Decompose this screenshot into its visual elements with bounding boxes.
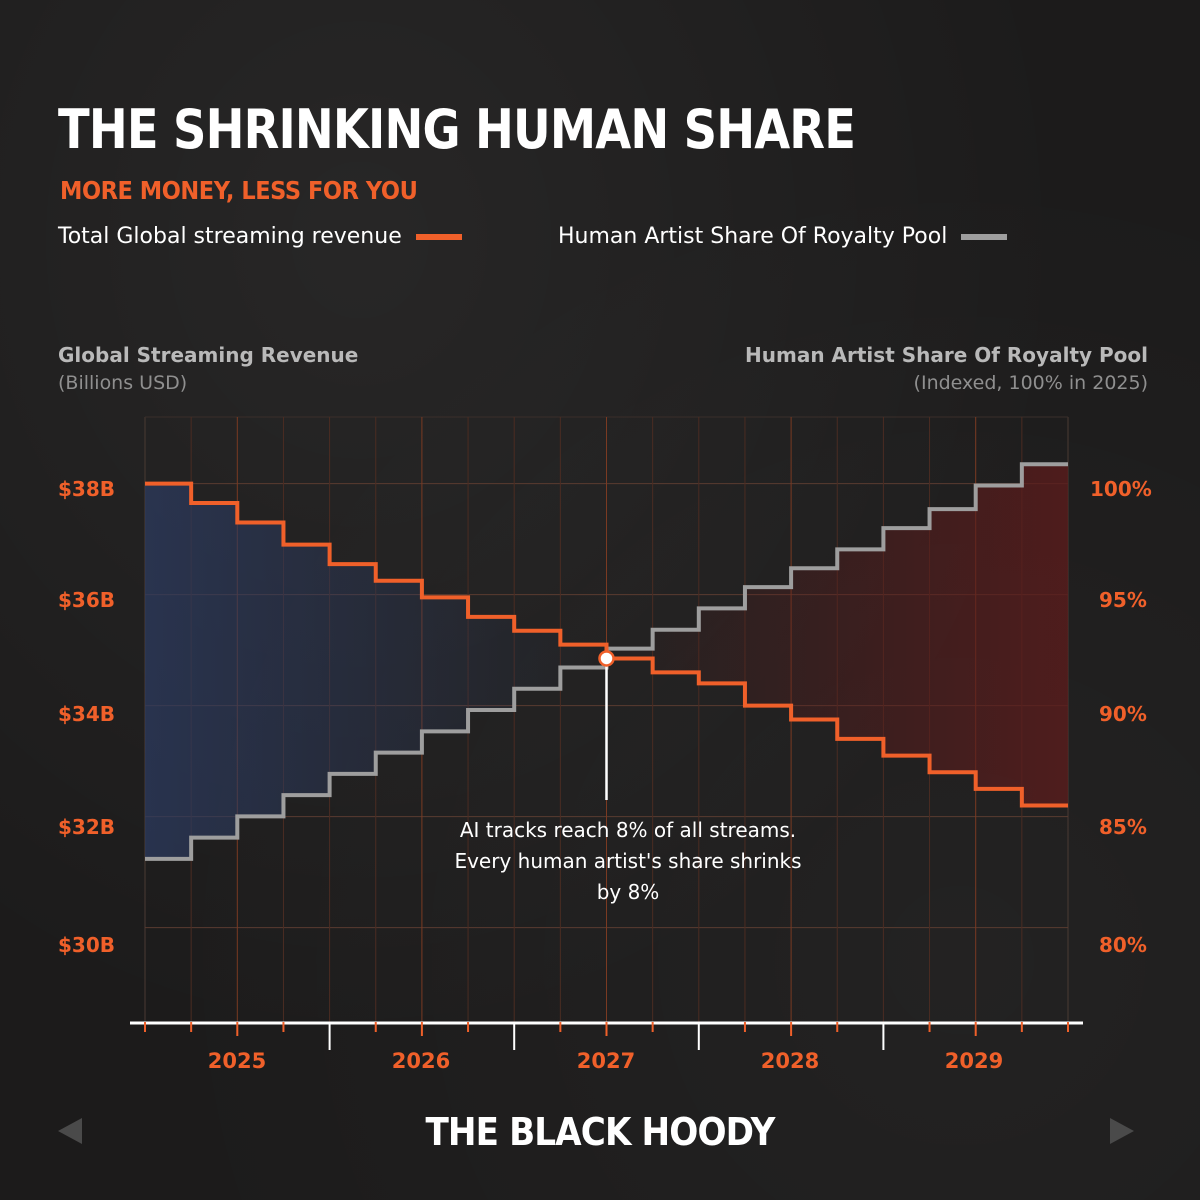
- annotation-marker-dot: [598, 650, 615, 667]
- left-tick-34: $34B: [58, 702, 115, 726]
- legend-item-share: Human Artist Share Of Royalty Pool: [558, 224, 1008, 249]
- x-tick-2026: 2026: [391, 1049, 451, 1073]
- right-tick-95: 95%: [1099, 588, 1147, 612]
- left-axis-title: Global Streaming Revenue: [58, 343, 359, 367]
- brand-logo-text: THE BLACK HOODY: [425, 1110, 775, 1154]
- right-tick-80: 80%: [1099, 933, 1147, 957]
- x-tick-2028: 2028: [760, 1049, 820, 1073]
- area-fill-left: [145, 483, 607, 859]
- left-tick-32: $32B: [58, 815, 115, 839]
- x-tick-2029: 2029: [944, 1049, 1004, 1073]
- legend-label-share: Human Artist Share Of Royalty Pool: [558, 224, 948, 249]
- legend-swatch-revenue: [415, 233, 462, 240]
- left-axis-subtitle: (Billions USD): [58, 372, 188, 394]
- right-tick-90: 90%: [1099, 702, 1147, 726]
- right-axis-title: Human Artist Share Of Royalty Pool: [745, 343, 1148, 367]
- legend-swatch-share: [961, 233, 1008, 240]
- x-tick-2027: 2027: [576, 1049, 636, 1073]
- area-fill-right: [606, 464, 1068, 806]
- right-axis-subtitle: (Indexed, 100% in 2025): [913, 372, 1148, 394]
- legend-item-revenue: Total Global streaming revenue: [58, 224, 462, 249]
- left-tick-30: $30B: [58, 933, 115, 957]
- previous-arrow-icon[interactable]: [58, 1118, 82, 1144]
- chart-title: THE SHRINKING HUMAN SHARE: [58, 98, 856, 161]
- right-tick-85: 85%: [1099, 815, 1147, 839]
- right-tick-100: 100%: [1090, 477, 1152, 501]
- chart-subtitle: MORE MONEY, LESS FOR YOU: [60, 176, 418, 205]
- legend-label-revenue: Total Global streaming revenue: [58, 224, 402, 249]
- annotation-text: AI tracks reach 8% of all streams. Every…: [454, 818, 802, 904]
- next-arrow-icon[interactable]: [1110, 1118, 1134, 1144]
- left-tick-36: $36B: [58, 588, 115, 612]
- left-tick-38: $38B: [58, 477, 115, 501]
- x-tick-2025: 2025: [207, 1049, 267, 1073]
